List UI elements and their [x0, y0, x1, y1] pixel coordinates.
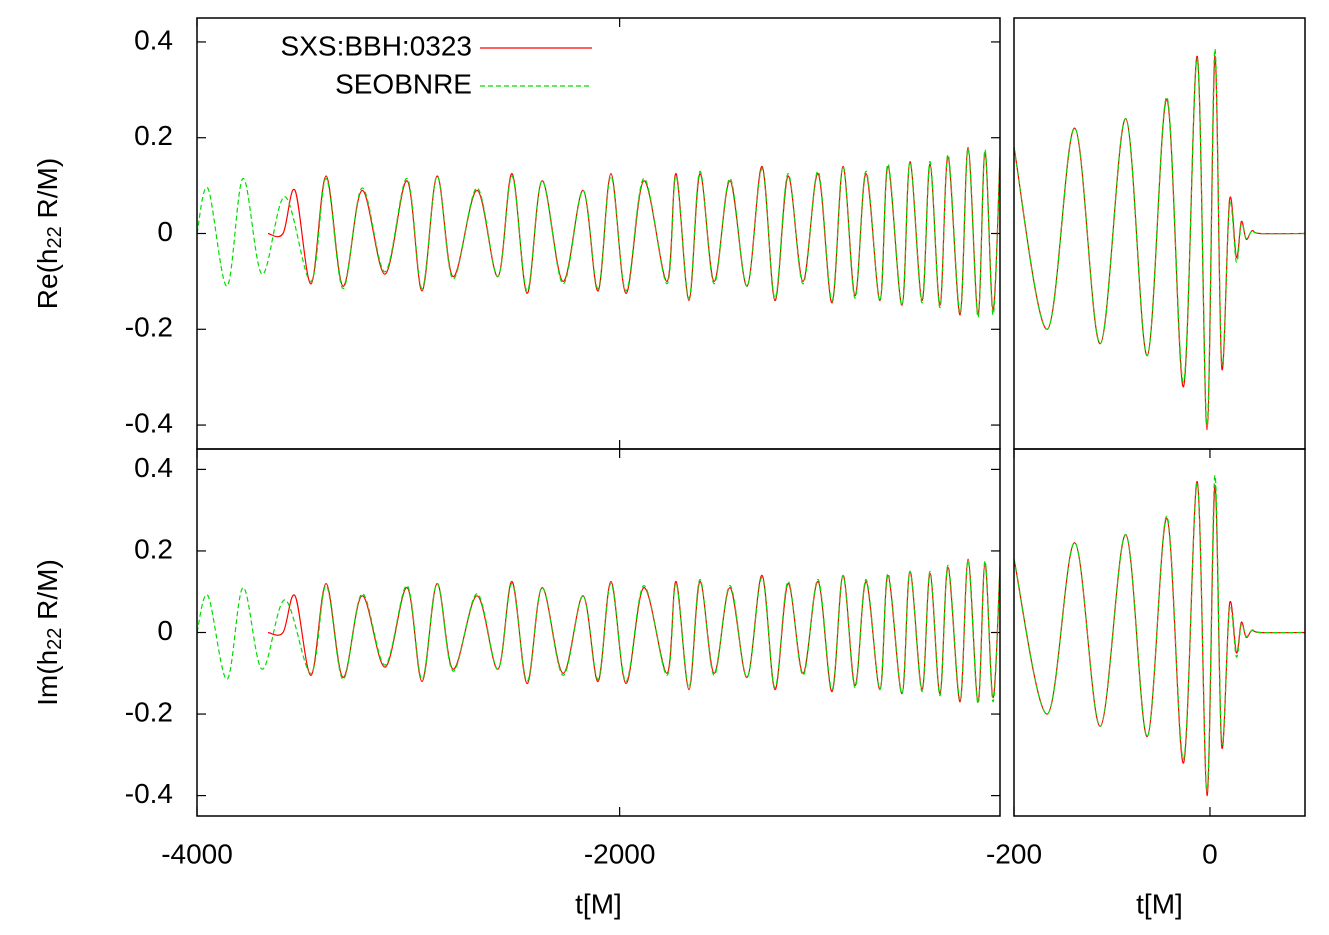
plot-frame — [1013, 448, 1306, 817]
y-tick-label: 0 — [157, 615, 173, 646]
series-line — [1014, 55, 1305, 431]
y-tick-label: -0.2 — [125, 696, 173, 727]
y-tick-label: -0.4 — [125, 407, 173, 438]
x-axis-label: t[M] — [1136, 888, 1183, 919]
series-line — [1014, 474, 1305, 793]
y-axis-label: Re(h22 R/M) — [32, 158, 66, 309]
y-axis-label: Im(h22 R/M) — [32, 559, 66, 706]
x-tick-label: -4000 — [161, 838, 233, 869]
legend-label: SXS:BBH:0323 — [281, 30, 472, 61]
series-line — [1014, 48, 1305, 426]
y-tick-label: 0.4 — [134, 452, 173, 483]
y-tick-label: 0.2 — [134, 533, 173, 564]
plot-frame — [196, 17, 1001, 450]
y-axis-label-part: R/M) — [32, 158, 63, 226]
y-tick-label: -0.2 — [125, 312, 173, 343]
series-line — [1014, 481, 1305, 797]
y-tick-label: 0.4 — [134, 24, 173, 55]
plot-frame — [196, 448, 1001, 817]
series-line — [197, 560, 1000, 705]
y-axis-label-part: 22 — [44, 226, 66, 248]
x-tick-label: 0 — [1202, 838, 1218, 869]
y-tick-label: 0.2 — [134, 120, 173, 151]
y-axis-label-part: R/M) — [32, 559, 63, 627]
series-line — [197, 149, 1000, 318]
x-axis-label: t[M] — [575, 888, 622, 919]
legend-label: SEOBNRE — [335, 68, 472, 99]
x-tick-label: -200 — [986, 838, 1042, 869]
y-axis-label-part: 22 — [44, 628, 66, 650]
y-tick-label: 0 — [157, 216, 173, 247]
y-tick-label: -0.4 — [125, 778, 173, 809]
y-axis-label-part: Re(h — [32, 248, 63, 309]
y-axis-label-part: Im(h — [32, 650, 63, 706]
x-tick-label: -2000 — [584, 838, 656, 869]
